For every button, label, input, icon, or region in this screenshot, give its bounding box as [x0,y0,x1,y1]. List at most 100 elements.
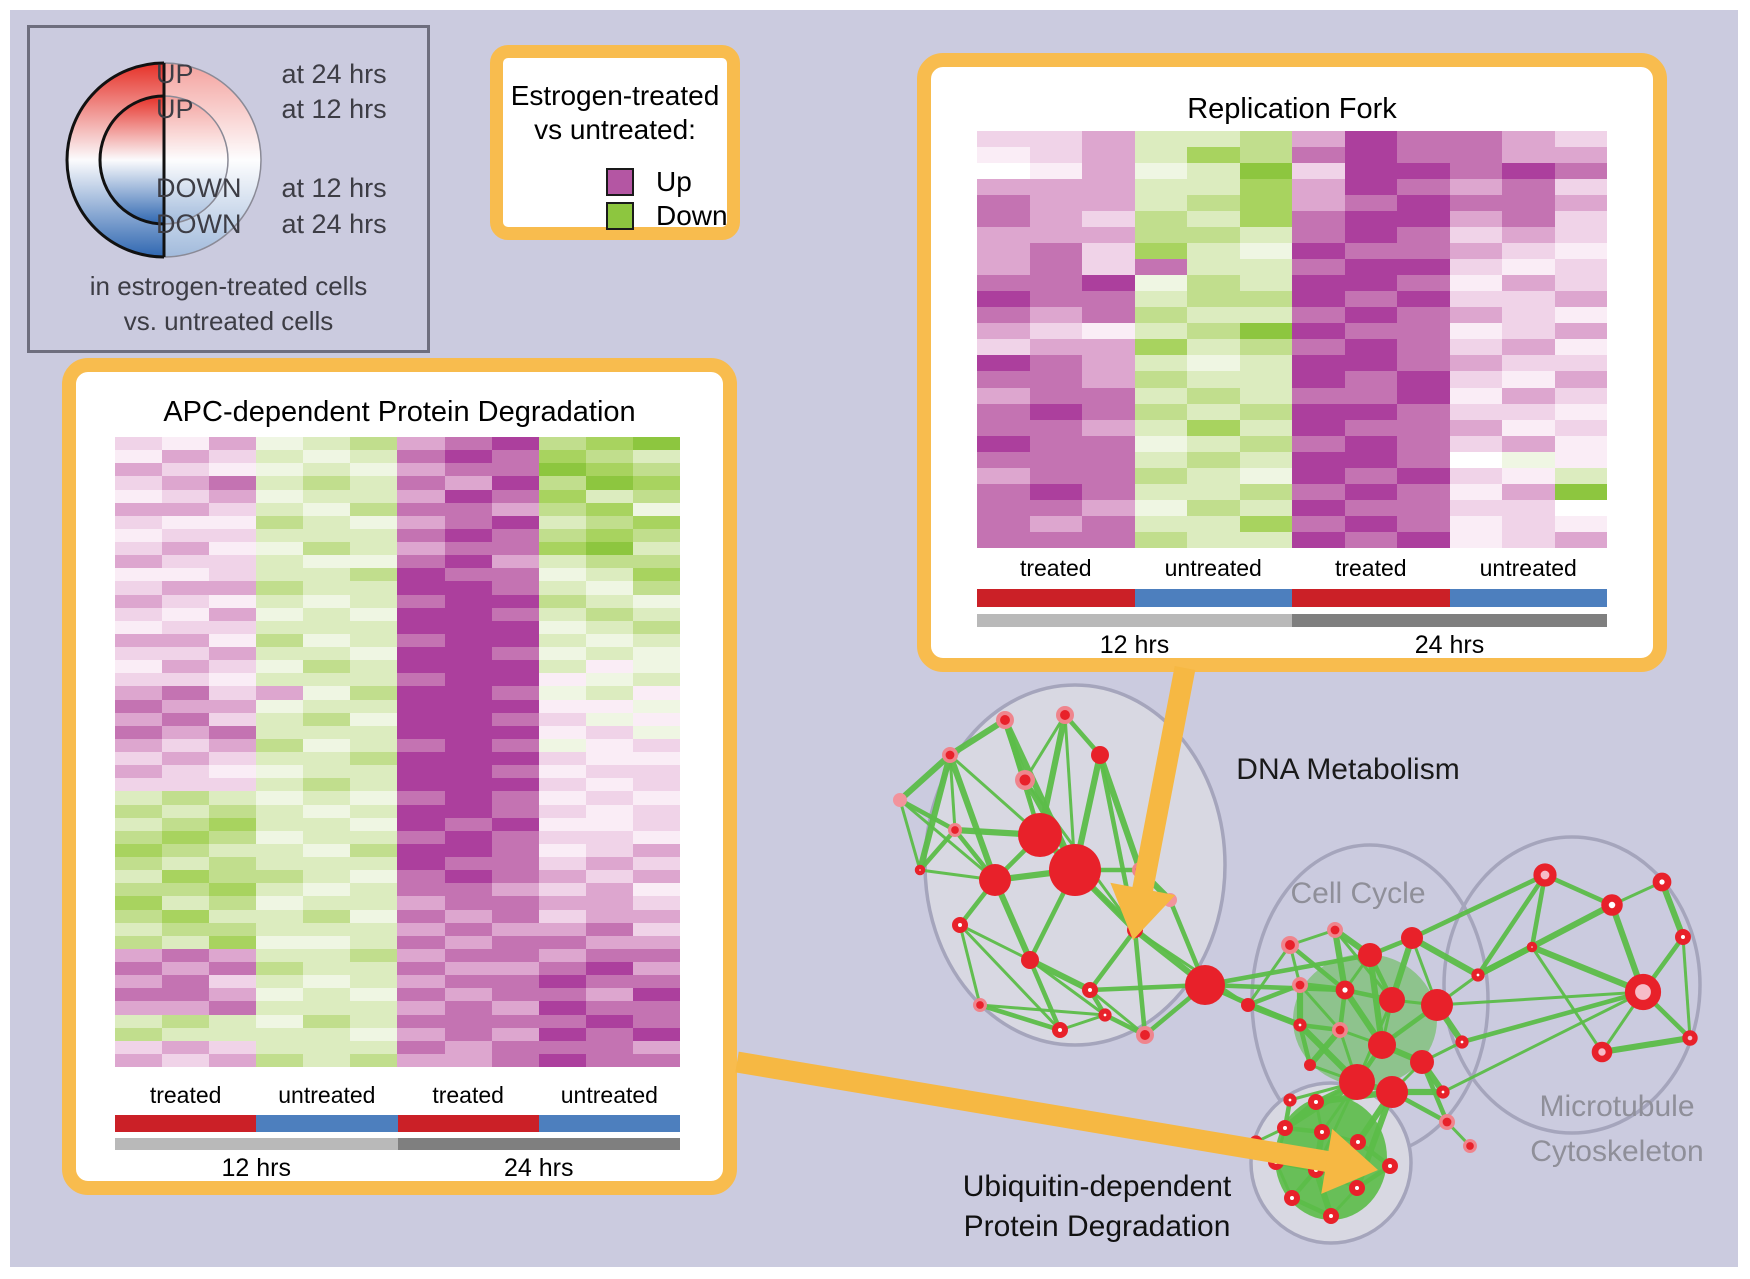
heatmap-cell [350,673,398,687]
heatmap-cell [115,738,163,752]
heatmap-cell [1344,371,1397,388]
heatmap-cell [1187,131,1240,148]
network-edge [948,754,957,831]
heatmap-cell [1134,515,1187,532]
heatmap-cell [444,528,492,542]
heatmap-cell [162,843,210,857]
heatmap-cell [209,699,257,713]
heatmap-cell [397,765,445,779]
heatmap-cell [303,542,351,556]
heatmap-cell [1187,515,1240,532]
heatmap-cell [1449,515,1502,532]
heatmap-cell [444,765,492,779]
heatmap-cell [1502,163,1555,180]
cluster-label-dna-metabolism: DNA Metabolism [1236,753,1460,786]
heatmap-cell [1082,371,1135,388]
heatmap-cell [256,450,304,464]
heatmap-cell [115,948,163,962]
heatmap-cell [209,870,257,884]
heatmap-cell [1134,211,1187,228]
network-edge [1288,943,1347,992]
heatmap-cell [303,896,351,910]
heatmap-cell [491,896,539,910]
heatmap-cell [491,765,539,779]
heatmap-cell [350,725,398,739]
heatmap-cell [303,1053,351,1067]
heatmap-cell [256,489,304,503]
ring-row-down12: DOWN at 12 hrs [156,173,387,204]
heatmap-cell [115,673,163,687]
heatmap-cell [1029,131,1082,148]
heatmap-cell [397,542,445,556]
heatmap-cell [977,515,1030,532]
heatmap-row [115,896,680,910]
heatmap-row [115,528,680,542]
heatmap-cell [303,752,351,766]
network-edge [979,1003,1106,1017]
ring-row-up24: UP at 24 hrs [156,59,387,90]
gene-node-ring [952,917,968,933]
cluster-label-ubiquitin-dependent: Ubiquitin-dependent [962,1170,1232,1203]
gene-node-solid [1018,813,1062,857]
network-edge [959,923,1031,962]
heatmap-cell [632,450,680,464]
heatmap-cell [209,476,257,490]
time-label-24hrs: 24 hrs [1414,631,1485,659]
heatmap-cell [162,725,210,739]
heatmap-cell [350,502,398,516]
heatmap-cell [115,633,163,647]
heatmap-cell [115,620,163,634]
heatmap-cell [397,437,445,451]
heatmap-cell [256,463,304,477]
heatmap-cell [632,935,680,949]
heatmap-cell [1292,307,1345,324]
heatmap-cell [1554,435,1607,452]
heatmap-cell [1029,163,1082,180]
heatmap-cell [303,1027,351,1041]
heatmap-cell [162,1027,210,1041]
heatmap-cell [350,935,398,949]
heatmap-cell [585,476,633,490]
heatmap-cell [491,555,539,569]
untreated-bar [1134,589,1292,607]
heatmap-cell [585,450,633,464]
gene-node-solid [1339,1064,1375,1100]
heatmap-cell [538,620,586,634]
heatmap-cell [632,568,680,582]
heatmap-cell [1029,467,1082,484]
heatmap-cell [209,489,257,503]
heatmap-cell [1292,515,1345,532]
heatmap-cell [350,817,398,831]
heatmap-row [115,935,680,949]
heatmap-cell [538,1027,586,1041]
heatmap-cell [585,883,633,897]
group-label-treated: treated [1334,555,1407,581]
heatmap-cell [209,528,257,542]
heatmap-cell [585,752,633,766]
heatmap-cell [585,542,633,556]
rf-time-bar [977,614,1607,627]
heatmap-cell [397,1027,445,1041]
heatmap-cell [585,922,633,936]
heatmap-cell [115,1040,163,1054]
heatmap-cell [209,752,257,766]
heatmap-cell [1187,211,1240,228]
network-edge [918,828,957,872]
heatmap-cell [1554,211,1607,228]
heatmap-cell [162,476,210,490]
heatmap-cell [1554,291,1607,308]
hrs24-bar [397,1138,680,1150]
heatmap-cell [1292,403,1345,420]
heatmap-cell [1187,227,1240,244]
group-label-untreated: untreated [1164,555,1262,581]
heatmap-cell [1134,163,1187,180]
heatmap-cell [256,738,304,752]
heatmap-cell [491,594,539,608]
heatmap-cell [1554,387,1607,404]
panel-link-arrow-head [1321,1128,1378,1194]
heatmap-cell [115,463,163,477]
heatmap-cell [538,765,586,779]
heatmap-cell [632,528,680,542]
heatmap-cell [632,765,680,779]
heatmap-row [977,179,1607,196]
